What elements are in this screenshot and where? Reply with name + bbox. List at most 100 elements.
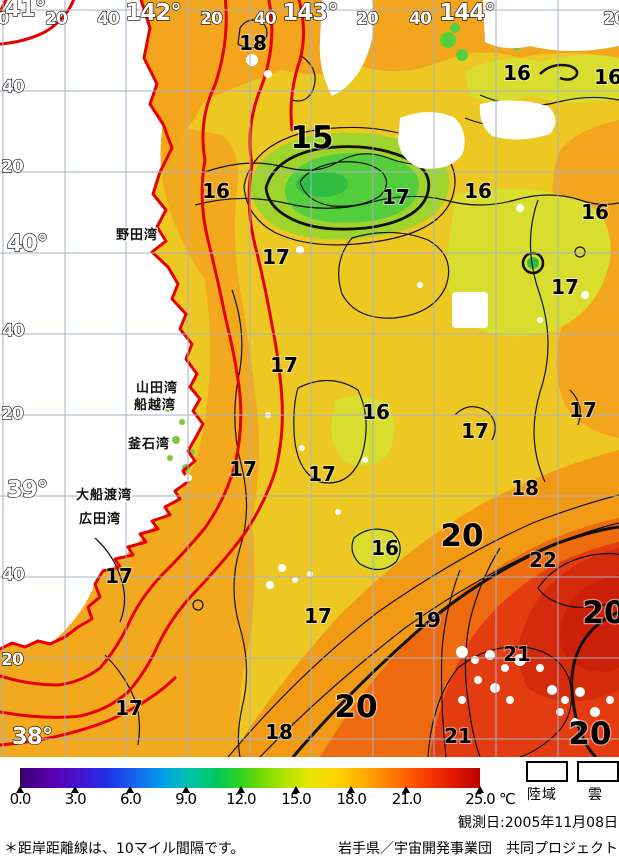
- longitude-tick-label: 20: [603, 9, 619, 29]
- legend-panel: 0.0 3.0 6.0 9.0 12.0 15.0 18.0 21.0 25.0 ℃ 陸域 雲 …: [0, 757, 619, 858]
- colorbar-tick-arrow-icon: [126, 786, 135, 793]
- temp-contour-label: 20: [582, 595, 619, 631]
- colorbar-tick-arrow-icon: [236, 786, 245, 793]
- temp-contour-label: 17: [115, 696, 143, 720]
- latitude-tick-label: 40: [2, 77, 25, 97]
- colorbar-tick-arrow-icon: [71, 786, 80, 793]
- temp-contour-label: 16: [581, 200, 609, 224]
- colorbar-tick-label: 0.0: [9, 790, 32, 808]
- colorbar-tick-label: 6.0: [119, 790, 142, 808]
- colorbar-tick-arrow-icon: [347, 786, 356, 793]
- distance-lines: [0, 0, 306, 747]
- bay-name-label: 野田湾: [116, 227, 158, 243]
- longitude-tick-label: 144°: [439, 0, 495, 26]
- temp-contour-label: 17: [105, 564, 133, 588]
- latitude-tick-labels: 41° 40 20 40° 40 20 39° 40 20 38°: [1, 0, 54, 751]
- latitude-tick-label: 20: [1, 157, 24, 177]
- temp-contour-label: 18: [511, 476, 539, 500]
- temperature-labels: 18 16 16 15 16 17 16 16 17 17 17 17 16 17 17 17 18 20 22 16…: [104, 30, 619, 753]
- colorbar-tick-label: 18.0: [336, 790, 366, 808]
- cloud-patches: [154, 0, 619, 726]
- temp-contour-label: 16: [503, 61, 531, 85]
- longitude-tick-label: 20: [356, 9, 379, 29]
- temp-contour-label: 17: [270, 353, 298, 377]
- longitude-tick-label: 40: [254, 9, 277, 29]
- longitude-tick-label: 143°: [282, 0, 338, 26]
- colorbar-tick-label: 21.0: [391, 790, 422, 808]
- longitude-tick-label: 40: [97, 9, 120, 29]
- contour-lines: [94, 19, 619, 759]
- temp-contour-label: 17: [461, 419, 489, 443]
- colorbar-tick-label: 15.0: [281, 790, 311, 808]
- temp-contour-label: 22: [529, 548, 557, 572]
- latitude-tick-label: 40°: [7, 231, 48, 257]
- colorbar-tick-label: 3.0: [64, 790, 87, 808]
- bay-name-label: 船越湾: [134, 397, 176, 413]
- longitude-tick-label: 20: [45, 9, 68, 29]
- colorbar-tick-label: 25.0: [465, 790, 495, 808]
- temp-contour-label: 21: [444, 724, 472, 748]
- green-15-core: [296, 171, 348, 197]
- bay-name-label: 山田湾: [136, 380, 178, 396]
- temp-contour-label: 17: [262, 245, 290, 269]
- temp-contour-label: 18: [265, 720, 293, 744]
- temp-contour-label: 17: [308, 462, 336, 486]
- latitude-tick-label: 40: [2, 565, 25, 585]
- warm-core-dark: [559, 575, 619, 672]
- latitude-tick-label: 40: [2, 321, 25, 341]
- grid-lines: [0, 0, 619, 757]
- latitude-tick-label: 38°: [12, 724, 53, 750]
- bay-name-label: 釜石湾: [127, 436, 170, 452]
- temp-contour-label: 16: [464, 179, 492, 203]
- bay-name-label: 広田湾: [79, 511, 121, 527]
- temp-contour-label: 17: [551, 275, 579, 299]
- land-legend-swatch: [526, 761, 568, 782]
- temperature-colorbar: [20, 768, 480, 788]
- colorbar-tick-arrow-icon: [16, 786, 24, 793]
- observation-date: 観測日:2005年11月08日: [458, 815, 618, 831]
- temp-contour-label: 19: [413, 608, 441, 632]
- coastline: [0, 0, 205, 651]
- footnote-distance-lines: ＊距岸距離線は、10マイル間隔です。: [4, 841, 245, 857]
- temp-contour-label: 17: [569, 398, 597, 422]
- colorbar-tick-arrow-icon: [476, 786, 484, 793]
- yellow-green-center: [331, 396, 395, 466]
- temp-contour-label: 17: [304, 604, 332, 628]
- latitude-tick-label: 20: [1, 404, 24, 424]
- sea-surface-temperature-map: 18 16 16 15 16 17 16 16 17 17 17 17 16 17 17 17 18 20 22 16…: [0, 0, 619, 759]
- colorbar-tick-arrow-icon: [402, 786, 411, 793]
- colorbar-tick-arrow-icon: [181, 786, 190, 793]
- temp-contour-label: 16: [371, 536, 399, 560]
- temp-contour-label: 21: [503, 642, 531, 666]
- cloud-legend-label: 雲: [588, 787, 603, 803]
- longitude-tick-label: 40: [409, 9, 432, 29]
- temp-contour-label: 20: [440, 518, 483, 554]
- temp-contour-label: 18: [239, 31, 267, 55]
- longitude-tick-label: 142°: [125, 0, 181, 26]
- credit-text: 岩手県／宇宙開発事業団 共同プロジェクト: [338, 841, 618, 857]
- temp-contour-label: 16: [362, 400, 390, 424]
- yellow-green-low: [350, 527, 402, 572]
- temp-contour-label: 17: [382, 185, 410, 209]
- colorbar-tick-arrow-icon: [292, 786, 300, 793]
- temp-contour-label: 17: [229, 457, 257, 481]
- temp-contour-label: 20: [568, 716, 611, 752]
- longitude-tick-label: 0: [0, 9, 10, 29]
- land-legend-label: 陸域: [527, 787, 557, 803]
- coastal-orange-band: [0, 124, 260, 757]
- bay-name-label: 大船渡湾: [76, 487, 132, 503]
- latitude-tick-label: 20: [1, 650, 24, 670]
- cloud-legend-swatch: [577, 761, 619, 782]
- latitude-tick-label: 41°: [5, 0, 46, 22]
- longitude-tick-label: 20: [200, 9, 223, 29]
- green-15-inner: [284, 152, 419, 223]
- temp-contour-label: 15: [290, 120, 333, 156]
- latitude-tick-label: 39°: [7, 477, 48, 503]
- temp-contour-label: 16: [594, 65, 619, 89]
- temp-contour-label: 20: [334, 689, 377, 725]
- colorbar-tick-label: 9.0: [175, 790, 197, 808]
- colorbar-unit: ℃: [499, 790, 516, 808]
- colorbar-tick-label: 12.0: [226, 790, 256, 808]
